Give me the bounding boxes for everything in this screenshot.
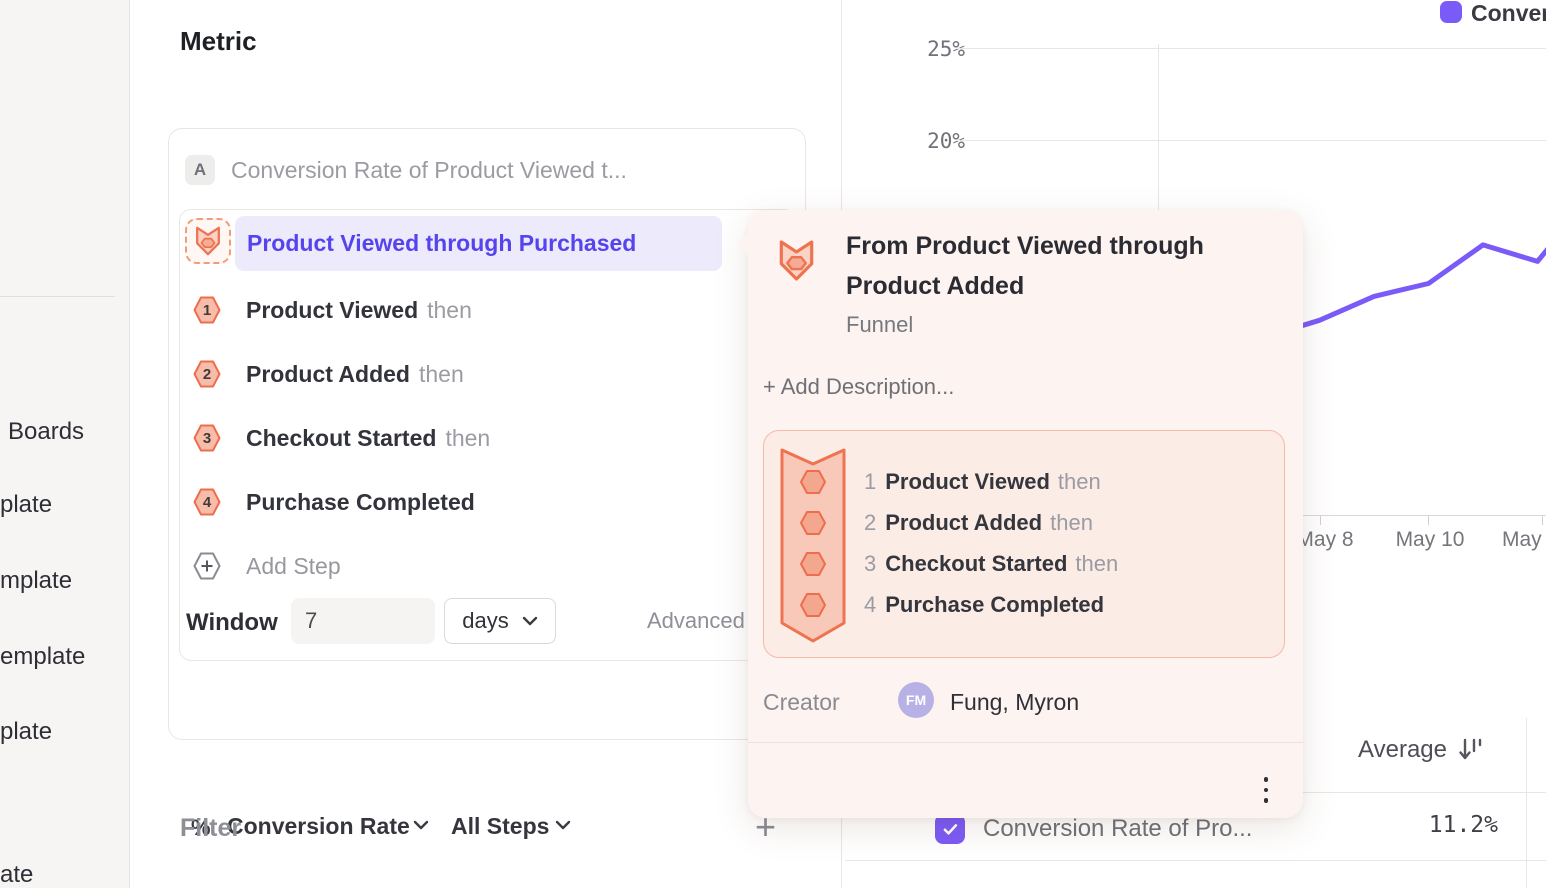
- table-column-divider: [1526, 718, 1527, 888]
- advanced-link[interactable]: Advanced: [647, 608, 745, 633]
- trend-line: [1262, 242, 1546, 340]
- legend-swatch: [1440, 1, 1462, 23]
- step-4-number: 4: [202, 493, 212, 511]
- window-unit-dropdown[interactable]: days: [444, 598, 556, 644]
- x-axis-label-may12: May: [1502, 528, 1542, 551]
- sidebar-item-template-2[interactable]: mplate: [0, 567, 73, 594]
- preview-step-4: 4 Purchase Completed: [864, 592, 1105, 617]
- sidebar-item-template-3[interactable]: emplate: [0, 643, 86, 670]
- x-axis-tick: [1320, 516, 1321, 525]
- creator-label: Creator: [763, 689, 840, 715]
- step-4-name: Purchase Completed: [246, 489, 475, 515]
- funnel-step-row-2[interactable]: 2 Product Added then: [180, 358, 795, 390]
- add-description-link[interactable]: + Add Description...: [763, 374, 955, 399]
- step-3-name: Checkout Started then: [246, 425, 491, 451]
- step-1-name: Product Viewed then: [246, 297, 472, 323]
- funnel-step-row-3[interactable]: 3 Checkout Started then: [180, 422, 795, 454]
- step-4-hexagon-icon: [193, 488, 221, 516]
- step-1-hexagon-icon: [193, 296, 221, 324]
- step-1-suffix: then: [427, 297, 472, 323]
- measure-row: % Conversion Rate All Steps: [169, 809, 805, 849]
- sidebar-item-template-4[interactable]: plate: [0, 718, 53, 745]
- popover-type-label: Funnel: [846, 312, 914, 337]
- funnel-banner-icon: [780, 448, 846, 643]
- step-1-number: 1: [202, 301, 212, 319]
- table-row-series-label[interactable]: Conversion Rate of Pro...: [983, 815, 1253, 842]
- creator-avatar: FM: [898, 682, 934, 718]
- preview-step-2: 2 Product Added then: [864, 510, 1093, 535]
- sidebar: Boards plate mplate emplate plate ate: [0, 0, 130, 888]
- metric-section-title: Metric: [180, 26, 257, 56]
- funnel-details-popover: From Product Viewed through Product Adde…: [736, 210, 1303, 818]
- step-2-hexagon-icon: [193, 360, 221, 388]
- table-header-average[interactable]: Average: [1358, 736, 1447, 763]
- funnel-step-row-1[interactable]: 1 Product Viewed then: [180, 294, 795, 326]
- selected-funnel-step-label: Product Viewed through Purchased: [247, 230, 637, 256]
- conversion-trend-chart: [1262, 242, 1546, 340]
- popover-title: From Product Viewed through Product Adde…: [846, 232, 1204, 300]
- preview-step-3: 3 Checkout Started then: [864, 551, 1119, 576]
- funnel-icon: [196, 226, 220, 256]
- gridline-25pct: [957, 48, 1546, 49]
- checkmark-icon: [943, 824, 958, 835]
- popover-divider: [748, 742, 1303, 743]
- series-badge: A: [185, 155, 215, 185]
- series-checkbox[interactable]: [935, 814, 965, 844]
- measure-dropdown[interactable]: Conversion Rate: [227, 813, 410, 839]
- more-options-button[interactable]: [1254, 770, 1278, 810]
- step-3-hexagon-icon: [193, 424, 221, 452]
- funnel-icon: [779, 240, 814, 281]
- sidebar-item-template-5[interactable]: ate: [0, 861, 34, 888]
- y-axis-tick-20: 20%: [927, 129, 965, 153]
- step-2-name: Product Added then: [246, 361, 464, 387]
- sidebar-item-template-1[interactable]: plate: [0, 491, 53, 518]
- funnel-type-icon-button[interactable]: [185, 218, 231, 264]
- y-axis-tick-25: 25%: [927, 37, 965, 61]
- chevron-down-icon: [413, 820, 429, 830]
- x-axis-label-may10: May 10: [1395, 528, 1465, 551]
- add-step-hexagon-icon: [193, 552, 221, 580]
- x-axis-tick: [1542, 516, 1543, 525]
- table-row-border: [845, 860, 1546, 861]
- funnel-step-row-4[interactable]: 4 Purchase Completed: [180, 486, 795, 518]
- add-step-label: Add Step: [246, 553, 341, 579]
- chevron-down-icon: [522, 616, 537, 626]
- preview-step-1: 1 Product Viewed then: [864, 469, 1101, 494]
- filter-section-title: Filter: [180, 814, 242, 842]
- steps-scope-dropdown[interactable]: All Steps: [451, 813, 550, 839]
- step-2-suffix: then: [418, 361, 464, 387]
- percent-symbol: %: [191, 815, 211, 840]
- table-row-average-value: 11.2%: [1428, 812, 1498, 838]
- creator-name: Fung, Myron: [950, 689, 1080, 715]
- step-3-number: 3: [202, 429, 212, 447]
- gridline-20pct: [957, 140, 1546, 141]
- window-label: Window: [186, 609, 278, 636]
- legend-series-label[interactable]: Conver: [1471, 0, 1546, 26]
- x-axis-label-may8: May 8: [1296, 528, 1354, 551]
- sidebar-item-boards[interactable]: Boards: [8, 418, 85, 445]
- chevron-down-icon: [555, 820, 571, 830]
- selected-funnel-step[interactable]: Product Viewed through Purchased: [235, 216, 722, 271]
- x-axis-tick: [1428, 516, 1429, 525]
- add-step-button[interactable]: Add Step: [180, 550, 795, 582]
- sort-descending-icon: [1459, 738, 1482, 760]
- step-2-number: 2: [202, 365, 212, 383]
- step-3-suffix: then: [445, 425, 491, 451]
- funnel-steps-box: Product Viewed through Purchased 1 Produ…: [179, 209, 796, 661]
- window-value-input[interactable]: [291, 598, 435, 644]
- metric-card: A Conversion Rate of Product Viewed t...…: [168, 128, 806, 840]
- funnel-preview-box: 1 Product Viewed then 2 Product Added then 3…: [763, 430, 1285, 658]
- window-unit-label: days: [462, 608, 509, 633]
- series-name-field[interactable]: Conversion Rate of Product Viewed t...: [231, 157, 627, 183]
- sidebar-divider: [0, 296, 115, 297]
